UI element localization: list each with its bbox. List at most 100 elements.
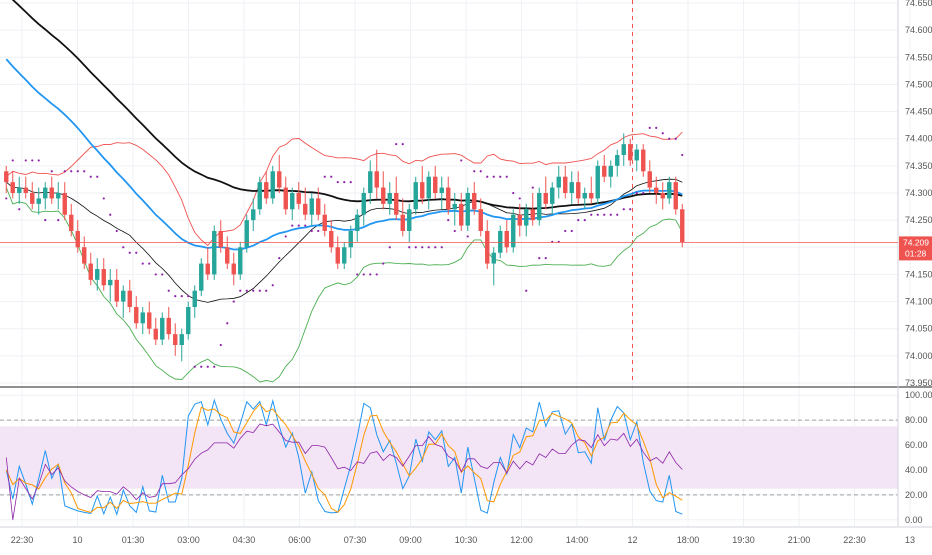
psar-dot xyxy=(486,175,489,178)
psar-dot xyxy=(310,229,313,233)
time-tick-label: 14:00 xyxy=(566,535,589,545)
psar-dot xyxy=(265,289,268,292)
candle-body xyxy=(543,193,548,204)
candle-body xyxy=(36,198,41,204)
psar-dot xyxy=(616,213,619,216)
candle-body xyxy=(517,214,522,226)
psar-dot xyxy=(629,208,632,211)
psar-dot xyxy=(414,246,417,249)
candle-body xyxy=(595,165,600,199)
price-tick-label: 74.100 xyxy=(905,297,932,307)
oscillator-tick-label: 20.00 xyxy=(905,490,928,500)
stochastic-d-line xyxy=(5,403,683,513)
candle-layer xyxy=(4,133,685,362)
time-tick-label: 10:30 xyxy=(455,535,478,545)
last-price-countdown: 01:28 xyxy=(905,248,927,258)
candle-body xyxy=(647,171,652,188)
candle-body xyxy=(192,290,197,307)
candle-body xyxy=(82,247,87,264)
candle-body xyxy=(23,187,28,193)
candle-body xyxy=(628,144,633,161)
candle-body xyxy=(374,171,379,188)
psar-dot xyxy=(18,208,21,211)
candle-body xyxy=(465,193,470,226)
price-tick-label: 74.350 xyxy=(905,161,932,171)
time-tick-label: 21:00 xyxy=(788,535,811,545)
psar-dot xyxy=(11,159,14,162)
candle-body xyxy=(550,187,555,204)
candle-body xyxy=(634,149,639,161)
psar-dot xyxy=(505,175,508,178)
candle-body xyxy=(43,187,48,199)
candle-body xyxy=(569,182,574,193)
candle-body xyxy=(524,209,529,226)
candle-body xyxy=(615,155,620,166)
psar-dot xyxy=(609,213,612,216)
psar-dot xyxy=(135,251,138,254)
candle-body xyxy=(660,193,665,199)
candle-body xyxy=(309,198,314,215)
psar-dot xyxy=(570,229,573,233)
candle-body xyxy=(173,334,178,345)
candle-body xyxy=(303,203,308,215)
psar-dot xyxy=(681,153,684,157)
psar-dot xyxy=(648,126,651,129)
candle-body xyxy=(140,312,145,324)
psar-dot xyxy=(63,170,66,173)
candle-body xyxy=(114,279,119,302)
price-tick-label: 73.950 xyxy=(905,378,932,388)
psar-dot xyxy=(89,175,92,178)
candle-body xyxy=(238,247,243,275)
candle-body xyxy=(290,193,295,210)
candle-body xyxy=(439,187,444,193)
oscillator-band xyxy=(0,419,898,496)
time-tick-label: 13 xyxy=(905,535,915,545)
psar-dot xyxy=(226,322,229,325)
time-tick-label: 12:00 xyxy=(510,535,533,545)
candle-body xyxy=(576,182,581,199)
candle-body xyxy=(316,198,321,215)
candle-body xyxy=(56,193,61,199)
candle-body xyxy=(641,149,646,172)
candle-body xyxy=(459,203,464,226)
psar-dot xyxy=(239,289,242,292)
oscillator-tick-label: 60.00 xyxy=(905,440,928,450)
psar-dot xyxy=(284,235,287,238)
psar-dot xyxy=(57,219,60,222)
psar-dot xyxy=(460,159,463,162)
candle-body xyxy=(17,187,22,193)
last-price-tag-bg xyxy=(899,236,932,261)
candle-body xyxy=(10,182,15,193)
psar-dot xyxy=(252,289,255,292)
rsi-line xyxy=(5,423,683,520)
psar-dot xyxy=(278,257,281,260)
candle-body xyxy=(212,231,217,275)
psar-dot xyxy=(141,262,144,265)
psar-dot xyxy=(375,273,378,276)
bollinger-lower-line xyxy=(5,187,683,383)
psar-dot xyxy=(492,175,495,178)
psar-dot xyxy=(362,273,365,276)
oscillator-tick-label: 0.00 xyxy=(905,515,923,525)
psar-dot xyxy=(213,365,216,368)
psar-dot xyxy=(583,219,586,222)
psar-dot xyxy=(122,246,125,249)
candle-body xyxy=(491,252,496,264)
candle-body xyxy=(472,193,477,210)
candle-body xyxy=(348,231,353,248)
candle-body xyxy=(621,144,626,155)
candle-body xyxy=(381,187,386,204)
candle-body xyxy=(296,193,301,204)
price-tick-label: 74.500 xyxy=(905,79,932,89)
price-tick-label: 74.550 xyxy=(905,52,932,62)
indicator-layer xyxy=(5,0,683,383)
moving-average-black xyxy=(11,0,683,210)
psar-dot xyxy=(661,132,664,135)
psar-dot xyxy=(187,295,190,298)
candle-body xyxy=(205,263,210,275)
price-tick-label: 74.650 xyxy=(905,0,932,8)
